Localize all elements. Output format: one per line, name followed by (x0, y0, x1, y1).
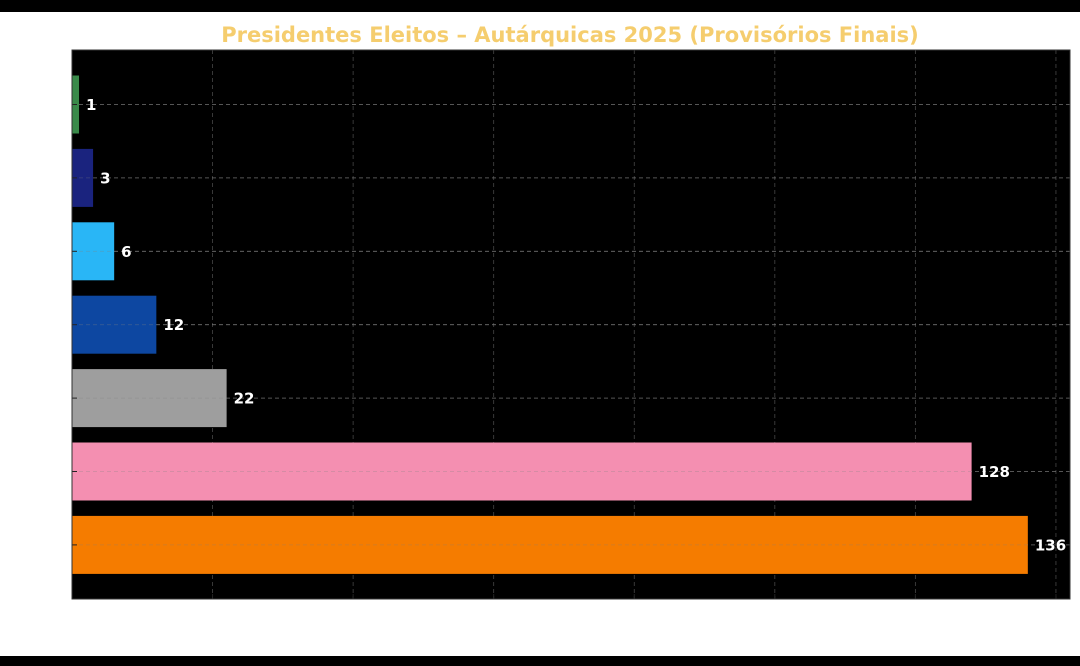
top-border-band (0, 0, 1080, 12)
bars (72, 75, 1028, 574)
bar-4 (72, 295, 157, 354)
value-label-5: 22 (234, 390, 255, 408)
axis-ticks (72, 104, 1057, 599)
value-label-3: 6 (121, 243, 131, 261)
bar-3 (72, 222, 115, 281)
value-label-7: 136 (1035, 536, 1066, 554)
value-label-6: 128 (979, 463, 1010, 481)
value-label-1: 1 (86, 96, 96, 114)
bottom-border-band (0, 656, 1080, 666)
plot-frame (71, 49, 1071, 600)
bar-6 (72, 442, 972, 501)
chart-title: Presidentes Eleitos – Autárquicas 2025 (… (221, 23, 919, 47)
value-label-4: 12 (163, 316, 184, 334)
bar-5 (72, 369, 227, 428)
bar-7 (72, 515, 1028, 574)
bar-2 (72, 148, 94, 207)
value-label-2: 3 (100, 169, 110, 187)
